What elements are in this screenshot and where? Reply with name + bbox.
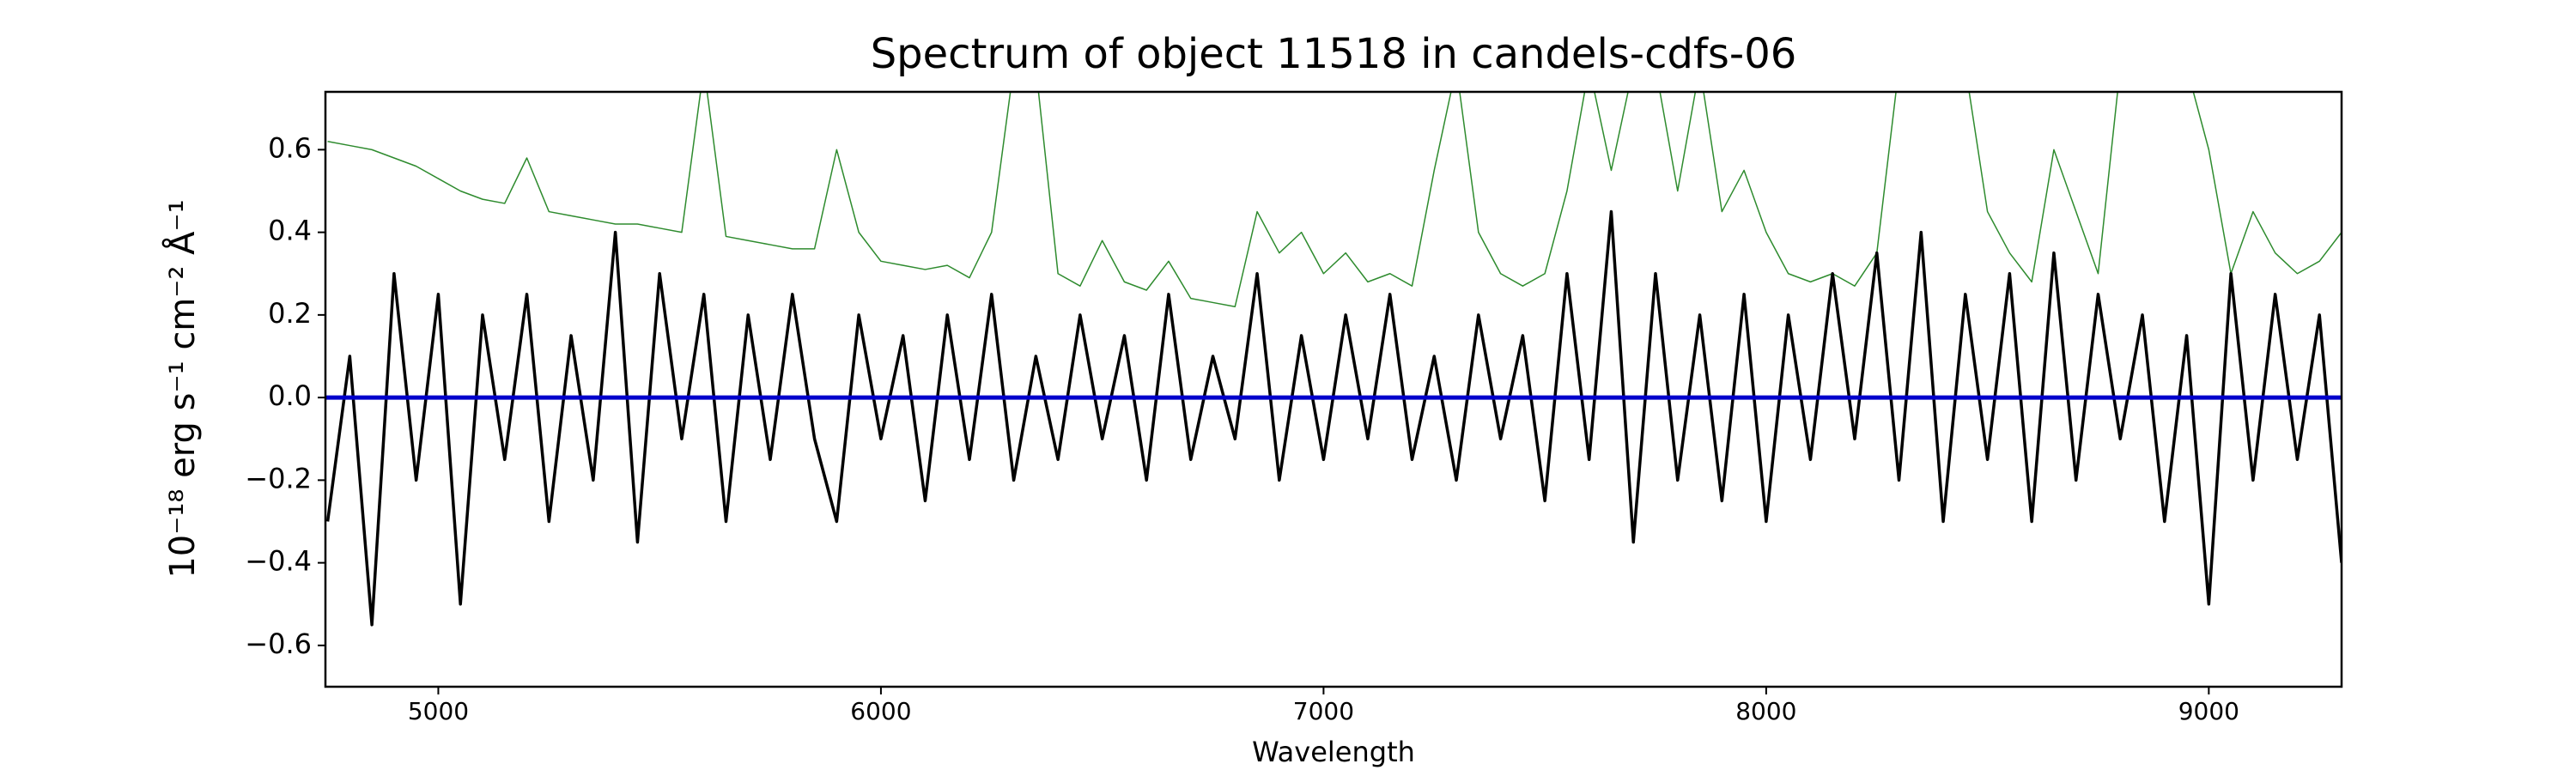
y-axis-label: 10⁻¹⁸ erg s⁻¹ cm⁻² Å⁻¹: [161, 199, 203, 578]
spectrum-line: [325, 209, 2342, 627]
x-axis-label: Wavelength: [1252, 736, 1415, 768]
y-tick-label: −0.4: [245, 545, 312, 578]
y-tick-label: 0.0: [268, 379, 312, 412]
y-tick-label: −0.2: [245, 462, 312, 494]
x-tick-label: 9000: [2178, 697, 2239, 725]
plot-area: [325, 92, 2342, 627]
x-tick-label: 5000: [408, 697, 469, 725]
chart-title: Spectrum of object 11518 in candels-cdfs…: [871, 30, 1797, 78]
x-tick-label: 6000: [850, 697, 911, 725]
spectrum-line: [327, 92, 2342, 307]
y-tick-label: 0.4: [268, 215, 312, 247]
y-tick-label: −0.6: [245, 627, 312, 660]
axes-frame: [324, 90, 2343, 688]
y-tick-label: 0.2: [268, 297, 312, 330]
x-tick-label: 8000: [1735, 697, 1796, 725]
y-tick-label: 0.6: [268, 131, 312, 164]
x-tick-label: 7000: [1293, 697, 1354, 725]
